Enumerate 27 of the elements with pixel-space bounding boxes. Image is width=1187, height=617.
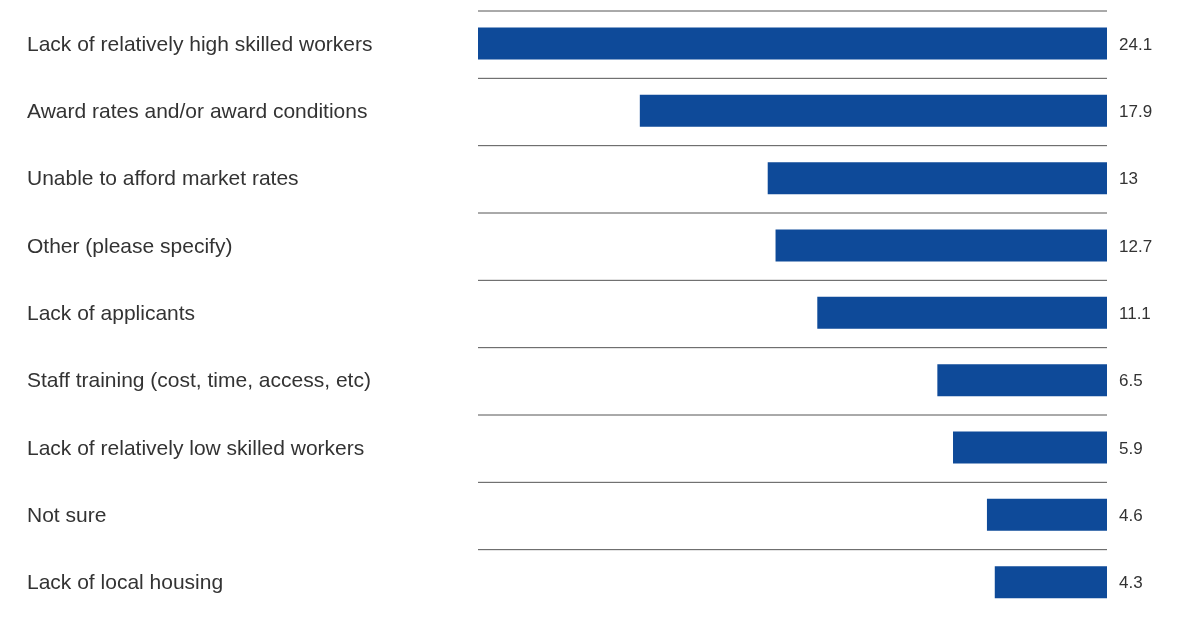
- y-tick-label: Lack of applicants: [27, 301, 196, 324]
- bar: [639, 94, 1107, 127]
- y-tick-label: Lack of local housing: [27, 570, 224, 594]
- data-label: 24.1: [1119, 34, 1153, 54]
- data-label: 17.9: [1119, 101, 1153, 121]
- bar: [953, 431, 1107, 464]
- y-tick-label: Award rates and/or award conditions: [27, 99, 368, 122]
- bar: [937, 364, 1107, 397]
- y-tick-label: Not sure: [27, 503, 107, 526]
- y-tick-label: Other (please specify): [27, 233, 233, 257]
- bar: [994, 566, 1107, 599]
- data-label: 6.5: [1119, 371, 1143, 391]
- y-tick-label: Lack of relatively low skilled workers: [27, 435, 365, 459]
- y-tick-label: Lack of relatively high skilled workers: [27, 31, 373, 55]
- data-label: 5.9: [1119, 438, 1143, 458]
- bar: [775, 229, 1107, 262]
- bar: [817, 296, 1107, 329]
- data-label: 4.6: [1119, 505, 1143, 525]
- bar: [986, 498, 1107, 531]
- bar: [767, 162, 1107, 195]
- data-label: 4.3: [1119, 573, 1143, 593]
- y-tick-label: Staff training (cost, time, access, etc): [27, 368, 371, 392]
- data-label: 13: [1119, 169, 1138, 189]
- y-tick-label: Unable to afford market rates: [27, 166, 299, 190]
- data-label: 11.1: [1119, 303, 1151, 323]
- bar: [478, 27, 1107, 60]
- data-label: 12.7: [1119, 236, 1153, 256]
